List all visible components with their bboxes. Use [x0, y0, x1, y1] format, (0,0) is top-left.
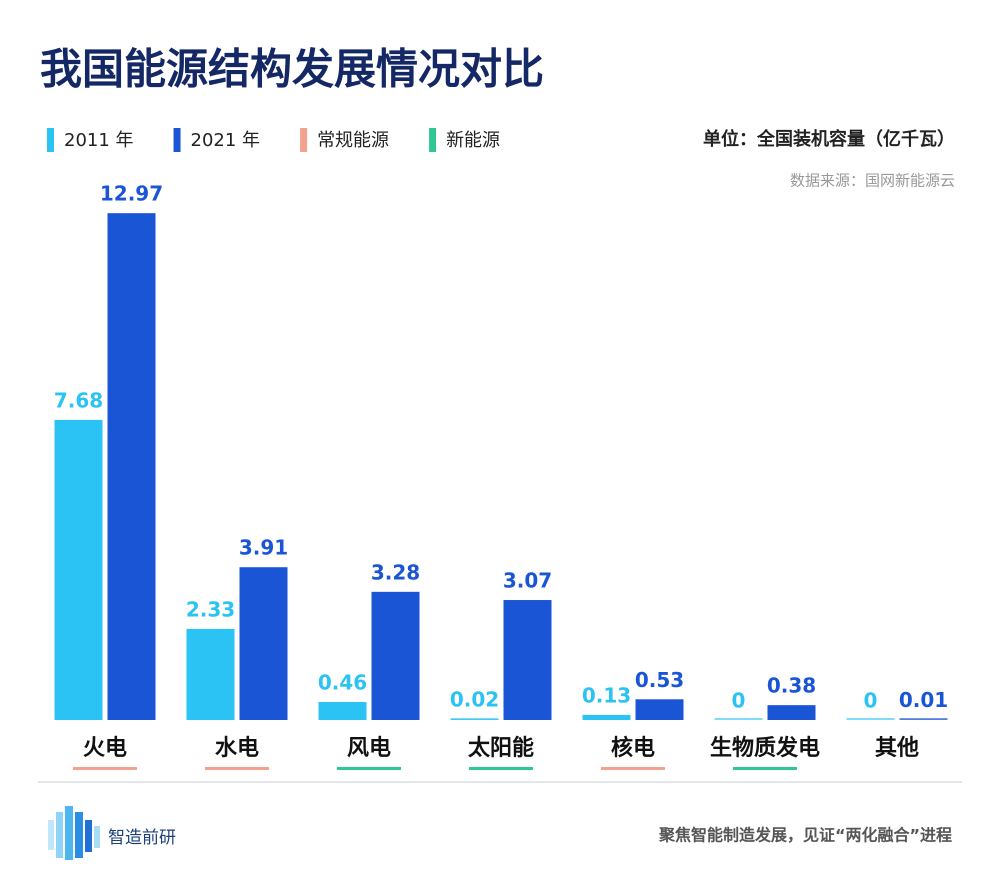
- chart-title: 我国能源结构发展情况对比: [40, 45, 544, 94]
- bar: [239, 567, 288, 720]
- category-underline: [733, 767, 797, 770]
- legend-label: 常规能源: [317, 130, 389, 151]
- value-label: 0.46: [318, 671, 367, 695]
- legend-label: 新能源: [446, 130, 500, 151]
- bar: [767, 705, 816, 720]
- legend-label: 2021 年: [191, 130, 261, 151]
- value-label: 3.91: [239, 536, 288, 560]
- bar: [107, 213, 156, 720]
- bar-base: [714, 718, 763, 720]
- value-label: 0: [864, 689, 878, 713]
- bar: [503, 600, 552, 720]
- value-label: 0.53: [635, 668, 684, 692]
- category-underline: [337, 767, 401, 770]
- logo-icon: [48, 806, 100, 860]
- value-label: 3.07: [503, 569, 552, 593]
- x-tick-label: 核电: [611, 735, 655, 761]
- logo-text: 智造前研: [108, 828, 176, 848]
- category-underline: [469, 767, 533, 770]
- footer-slogan: 聚焦智能制造发展，见证“两化融合”进程: [658, 826, 952, 845]
- value-label: 0.02: [450, 688, 499, 712]
- category-underline: [601, 767, 665, 770]
- x-tick-label: 风电: [347, 736, 391, 761]
- value-label: 0.01: [899, 688, 948, 712]
- legend-swatch: [173, 128, 181, 152]
- bar: [318, 702, 367, 720]
- bar: [186, 628, 235, 720]
- x-tick-label: 水电: [215, 736, 259, 761]
- legend-label: 2011 年: [64, 130, 134, 151]
- value-label: 0: [732, 689, 746, 713]
- bar: [371, 591, 420, 720]
- x-tick-label: 其他: [875, 736, 919, 761]
- unit-label: 单位：全国装机容量（亿千瓦）: [703, 128, 955, 150]
- source-label: 数据来源：国网新能源云: [790, 172, 955, 190]
- category-underline: [73, 767, 137, 770]
- bar-base: [450, 718, 499, 720]
- value-label: 2.33: [186, 597, 235, 621]
- value-label: 7.68: [54, 388, 103, 412]
- value-label: 3.28: [371, 560, 420, 584]
- bar: [635, 699, 684, 720]
- bar: [54, 419, 103, 720]
- category-underline: [205, 767, 269, 770]
- bar-base: [899, 718, 948, 720]
- legend-swatch: [429, 128, 437, 152]
- x-tick-label: 火电: [83, 736, 127, 761]
- x-tick-label: 太阳能: [468, 735, 534, 761]
- value-label: 12.97: [100, 182, 163, 206]
- bar: [582, 714, 631, 720]
- value-label: 0.13: [582, 683, 631, 707]
- legend-swatch: [47, 128, 54, 152]
- bar: [450, 719, 499, 720]
- x-tick-label: 生物质发电: [710, 735, 820, 761]
- bar-base: [846, 718, 895, 720]
- value-label: 0.38: [767, 674, 816, 698]
- legend-swatch: [300, 128, 308, 152]
